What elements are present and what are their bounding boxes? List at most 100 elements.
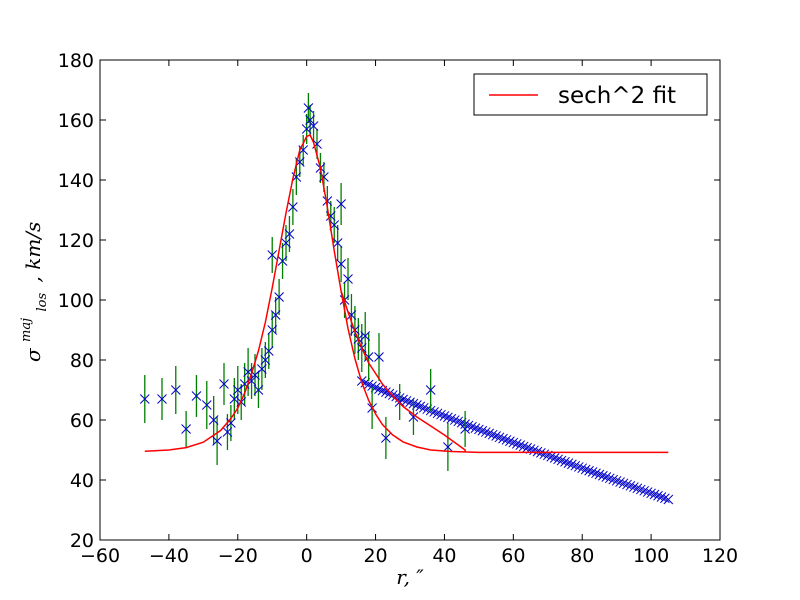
- data-point: [139, 394, 150, 404]
- x-tick-label: 40: [432, 545, 456, 567]
- data-point: [226, 418, 236, 428]
- y-tick-label: 60: [70, 410, 94, 432]
- y-tick-label: 20: [70, 530, 94, 552]
- data-point: [170, 385, 181, 395]
- data-point: [336, 199, 346, 209]
- data-point: [425, 385, 436, 395]
- model-point: [553, 454, 563, 465]
- data-point: [332, 238, 343, 248]
- data-point: [229, 394, 240, 404]
- model-point: [625, 480, 636, 491]
- model-point: [656, 492, 667, 502]
- data-point: [232, 385, 243, 395]
- y-axis-label-units: , km/s: [21, 222, 45, 283]
- model-point: [487, 429, 498, 440]
- data-point: [381, 433, 391, 443]
- model-point: [508, 437, 519, 448]
- y-tick-label: 100: [58, 290, 94, 312]
- data-point: [281, 238, 291, 248]
- model-point: [563, 458, 574, 468]
- model-point: [615, 477, 625, 487]
- y-axis-label-symbol: σ: [21, 347, 45, 362]
- model-point: [381, 387, 391, 397]
- model-point: [646, 488, 656, 499]
- y-tick-label: 180: [58, 50, 94, 72]
- fit-line: [144, 134, 669, 454]
- model-point: [484, 428, 495, 439]
- model-point: [467, 421, 477, 432]
- model-point: [584, 465, 594, 476]
- model-point: [415, 401, 426, 412]
- data-point: [157, 394, 167, 404]
- model-point: [591, 468, 601, 479]
- model-point: [480, 427, 491, 437]
- data-point: [443, 442, 453, 452]
- x-tick-label: −40: [149, 545, 189, 567]
- model-point: [577, 463, 588, 474]
- model-point: [532, 446, 543, 457]
- model-point: [567, 459, 577, 470]
- y-axis-label: σ maj los , km/s: [19, 222, 50, 362]
- data-point: [301, 124, 312, 134]
- data-point: [191, 391, 202, 401]
- x-tick-label: 60: [501, 545, 525, 567]
- data-point: [343, 274, 353, 284]
- data-point: [208, 415, 219, 425]
- data-point: [219, 379, 229, 389]
- x-tick-label: 120: [702, 545, 738, 567]
- x-tick-label: −60: [80, 545, 120, 567]
- y-tick-label: 140: [58, 170, 94, 192]
- data-point: [374, 352, 384, 362]
- model-point: [594, 469, 605, 480]
- data-point: [253, 385, 264, 395]
- data-point: [322, 196, 333, 206]
- data-point: [267, 250, 278, 260]
- model-point: [629, 482, 639, 492]
- data-point: [288, 202, 298, 212]
- model-point: [622, 479, 632, 490]
- model-point: [529, 445, 539, 456]
- model-point: [384, 388, 395, 399]
- y-tick-label: 80: [70, 350, 94, 372]
- data-point: [277, 256, 288, 266]
- data-point: [274, 292, 284, 302]
- model-point: [470, 423, 481, 433]
- data-point: [267, 325, 278, 335]
- data-point: [239, 379, 250, 389]
- model-point: [511, 438, 522, 449]
- data-point: [257, 364, 267, 374]
- y-tick-label: 40: [70, 470, 94, 492]
- y-axis-label-subscript: los: [35, 293, 50, 312]
- model-point: [635, 484, 646, 495]
- data-point: [363, 352, 374, 362]
- model-point: [632, 483, 643, 494]
- data-point: [336, 259, 346, 269]
- model-point: [539, 449, 550, 460]
- model-point: [374, 384, 384, 394]
- data-point: [260, 355, 271, 365]
- data-point: [263, 346, 274, 356]
- model-point: [436, 409, 446, 420]
- data-point: [181, 424, 191, 434]
- model-point: [663, 494, 674, 505]
- model-point: [494, 432, 505, 443]
- y-axis-label-superscript: maj: [19, 318, 34, 342]
- model-point: [560, 456, 570, 467]
- model-point: [439, 411, 450, 421]
- legend: sech^2 fit: [473, 73, 708, 116]
- model-point: [418, 402, 429, 413]
- model-point: [515, 440, 526, 450]
- data-point: [298, 145, 309, 155]
- model-point: [608, 474, 619, 485]
- x-tick-label: 0: [301, 545, 313, 567]
- data-point: [408, 412, 419, 422]
- data-point: [270, 310, 281, 320]
- plot-frame: [99, 59, 721, 541]
- model-point: [498, 433, 508, 444]
- model-point: [432, 408, 443, 419]
- tick-labels: −60 −40 −20 0 20 40 60 80 100 120 20 40 60 80 100 120 14…: [58, 50, 738, 567]
- model-point: [446, 413, 457, 424]
- model-point: [474, 424, 484, 435]
- data-point: [222, 427, 233, 437]
